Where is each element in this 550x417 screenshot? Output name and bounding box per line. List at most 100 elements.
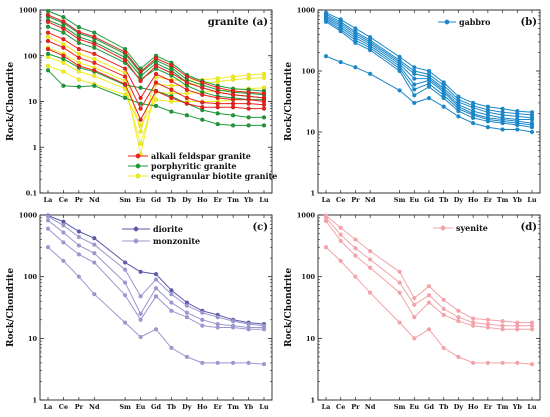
legend-swatch-marker	[444, 19, 450, 25]
data-point-pr	[353, 65, 358, 70]
data-point-eu	[138, 269, 143, 274]
data-point-dy	[184, 354, 189, 359]
y-tick-label: 1000	[19, 212, 38, 220]
x-tick-label-lu: Lu	[259, 196, 269, 204]
data-point-tb	[441, 297, 446, 302]
x-tick-label-ce: Ce	[336, 196, 345, 204]
series-line	[47, 69, 264, 126]
data-point-dy	[184, 80, 189, 85]
data-point-sm	[397, 280, 402, 285]
data-point-dy	[456, 319, 461, 324]
data-point-nd	[92, 236, 97, 241]
panel-label: granite (a)	[208, 17, 268, 28]
data-point-eu	[412, 82, 417, 87]
x-tick-label-yb: Yb	[243, 196, 254, 204]
x-tick-label-dy: Dy	[454, 196, 464, 204]
x-tick-label-gd: Gd	[424, 196, 435, 204]
data-point-dy	[184, 310, 189, 315]
data-point-nd	[92, 292, 97, 297]
data-point-yb	[515, 127, 520, 132]
data-point-tm	[231, 97, 236, 102]
data-point-pr	[76, 274, 81, 279]
x-tick-label-lu: Lu	[527, 196, 537, 204]
panel-label: (b)	[521, 17, 537, 28]
y-axis-label: Rock/Chondrite	[284, 62, 294, 141]
data-point-ce	[338, 258, 343, 263]
x-tick-label-eu: Eu	[409, 403, 419, 411]
x-tick-label-la: La	[322, 403, 332, 411]
data-point-sm	[122, 66, 128, 71]
series-line	[325, 15, 533, 119]
data-point-tb	[169, 99, 174, 104]
x-tick-label-ho: Ho	[197, 196, 208, 204]
y-tick-label: 1	[32, 397, 37, 405]
x-tick-label-gd: Gd	[151, 403, 162, 411]
data-point-tm	[500, 120, 505, 126]
x-tick-label-er: Er	[214, 196, 223, 204]
data-point-ce	[61, 41, 66, 47]
data-point-gd	[153, 272, 159, 277]
data-point-yb	[246, 106, 251, 111]
series-line	[47, 65, 264, 127]
data-point-eu	[138, 141, 143, 146]
chart-panel-d: 1 10 100 1000 La Ce Pr Nd Sm Eu Gd Tb Dy Ho Er Tm Yb Lu Ro…	[284, 212, 541, 411]
data-point-pr	[76, 40, 81, 46]
x-tick-label-er: Er	[214, 403, 223, 411]
data-point-dy	[184, 91, 189, 96]
series-5	[45, 245, 267, 367]
data-point-tm	[500, 360, 505, 365]
x-tick-label-sm: Sm	[119, 403, 131, 411]
x-tick-label-sm: Sm	[394, 403, 406, 411]
data-point-lu	[261, 71, 267, 77]
data-point-gd	[426, 95, 432, 101]
series-2	[323, 215, 535, 328]
data-point-yb	[246, 123, 251, 128]
series-line	[325, 21, 533, 128]
data-point-pr	[76, 63, 81, 68]
data-point-sm	[122, 267, 128, 272]
data-point-dy	[456, 308, 461, 313]
y-tick-label: 0.1	[26, 190, 37, 198]
data-point-eu	[412, 296, 417, 301]
data-point-ho	[200, 80, 205, 85]
data-point-gd	[426, 293, 432, 298]
data-point-ho	[471, 323, 476, 328]
data-point-ho	[200, 100, 205, 105]
data-point-nd	[92, 41, 97, 47]
y-tick-label: 1	[310, 190, 315, 198]
data-point-pr	[76, 51, 81, 56]
x-tick-label-ce: Ce	[336, 403, 345, 411]
x-tick-label-pr: Pr	[351, 403, 360, 411]
series-line	[325, 13, 533, 116]
data-point-gd	[153, 56, 159, 61]
x-tick-label-tm: Tm	[497, 196, 509, 204]
x-tick-label-nd: Nd	[365, 403, 376, 411]
x-tick-label-la: La	[44, 196, 54, 204]
data-point-la	[45, 63, 51, 68]
data-point-tb	[441, 95, 446, 101]
series-4	[45, 226, 267, 332]
data-point-dy	[184, 95, 189, 100]
data-point-ho	[200, 323, 205, 328]
data-point-lu	[261, 327, 267, 332]
data-point-sm	[397, 68, 402, 74]
data-point-pr	[76, 229, 81, 234]
data-point-sm	[122, 49, 128, 55]
data-point-ce	[61, 69, 66, 74]
data-point-yb	[246, 76, 251, 81]
x-tick-label-yb: Yb	[243, 403, 254, 411]
y-tick-label: 1000	[297, 7, 316, 15]
series-line	[47, 53, 264, 118]
data-point-lu	[261, 115, 267, 120]
x-tick-label-nd: Nd	[365, 196, 376, 204]
data-point-er	[215, 95, 220, 100]
data-point-eu	[138, 294, 143, 299]
series-line	[47, 36, 265, 134]
data-point-tm	[231, 325, 236, 330]
data-point-ce	[61, 230, 66, 235]
data-point-er	[215, 121, 220, 127]
series-6	[45, 8, 267, 94]
data-point-er	[215, 90, 220, 95]
